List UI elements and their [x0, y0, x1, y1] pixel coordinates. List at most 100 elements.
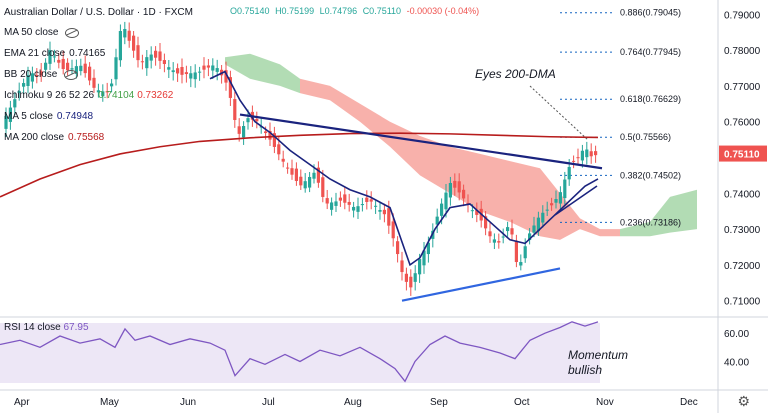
candle-body	[114, 57, 118, 80]
candle-body	[268, 130, 272, 140]
candle-body	[140, 61, 144, 63]
hidden-eye-icon[interactable]	[64, 69, 79, 80]
candle-body	[52, 56, 56, 58]
candle-body	[462, 189, 466, 199]
candle-body	[83, 63, 87, 74]
hidden-eye-icon[interactable]	[65, 27, 80, 38]
candle-body	[545, 209, 549, 211]
time-tick-label: Jun	[180, 397, 196, 408]
candle-body	[180, 67, 184, 75]
candle-body	[589, 151, 593, 157]
legend-row-bb20[interactable]: BB 20 close	[4, 64, 197, 85]
legend-value: 0.74104	[98, 89, 135, 101]
candle-body	[149, 54, 153, 61]
candle-body	[563, 179, 567, 199]
candle-body	[316, 167, 320, 183]
candle-body	[198, 71, 202, 73]
candle-body	[88, 66, 92, 81]
rsi-line	[0, 321, 599, 383]
time-tick-label: Aug	[344, 397, 362, 408]
candle-body	[206, 65, 210, 68]
resistance-trendline	[239, 113, 603, 170]
candle-body	[554, 199, 558, 203]
candle-body	[519, 262, 523, 266]
candle-body	[325, 198, 329, 204]
candle-body	[66, 62, 70, 71]
candle-body	[378, 210, 382, 212]
candle-body	[211, 65, 215, 71]
candle-body	[387, 208, 391, 226]
legend-label: MA 200 close	[4, 131, 65, 143]
fib-level-label: 0.382(0.74502)	[620, 170, 681, 180]
ohlc-readout: O0.75140 H0.75199 L0.74796 C0.75110 -0.0…	[230, 6, 482, 16]
candle-body	[242, 126, 246, 138]
candle-body	[356, 206, 360, 212]
candle-body	[105, 91, 109, 93]
candle-body	[510, 228, 514, 235]
candle-body	[585, 149, 589, 158]
fib-level-label: 0.764(0.77945)	[620, 47, 681, 57]
ichimoku-cloud-green	[225, 53, 300, 94]
rsi-tick-label: 60.00	[724, 329, 749, 340]
candle-body	[321, 177, 325, 197]
candle-body	[369, 199, 373, 202]
price-tick-label: 0.73000	[724, 225, 761, 236]
candle-body	[286, 167, 290, 169]
candle-body	[184, 72, 188, 75]
candle-body	[145, 57, 149, 69]
last-price-label: 0.75110	[724, 150, 760, 161]
legend-row-ichimoku[interactable]: Ichimoku 9 26 52 26 0.74104 0.73262	[4, 85, 197, 106]
fib-level-label: 0.5(0.75566)	[620, 132, 671, 142]
candle-body	[541, 212, 545, 223]
price-tick-label: 0.71000	[724, 297, 761, 308]
legend-row-ma50[interactable]: MA 50 close	[4, 22, 197, 43]
short-uptrend-line	[554, 185, 598, 216]
candle-body	[162, 60, 166, 65]
candle-body	[132, 35, 136, 51]
rsi-tick-label: 40.00	[724, 358, 749, 369]
time-tick-label: Nov	[596, 397, 614, 408]
candle-body	[440, 203, 444, 216]
candle-body	[435, 216, 439, 225]
candle-body	[70, 68, 74, 70]
candle-body	[580, 150, 584, 161]
legend-row-ma5[interactable]: MA 5 close 0.74948	[4, 106, 197, 127]
time-tick-label: Jul	[262, 397, 275, 408]
price-tick-label: 0.74000	[724, 189, 761, 200]
candle-body	[118, 31, 122, 61]
ma5-line	[209, 70, 599, 267]
close-value: C0.75110	[362, 6, 402, 16]
high-value: H0.75199	[275, 6, 315, 16]
fib-level-label: 0.236(0.73186)	[620, 217, 681, 227]
candle-body	[453, 180, 457, 188]
candle-body	[246, 118, 250, 123]
rsi-value: 67.95	[63, 322, 89, 333]
candle-body	[338, 197, 342, 201]
legend-row-ema21[interactable]: EMA 21 close 0.74165	[4, 43, 197, 64]
candle-body	[35, 75, 39, 77]
legend-label: BB 20 close	[4, 68, 58, 80]
legend-label: MA 5 close	[4, 110, 53, 122]
indicator-legend: Australian Dollar / U.S. Dollar · 1D · F…	[4, 4, 197, 148]
time-tick-label: Dec	[680, 397, 698, 408]
candle-body	[448, 182, 452, 198]
ichimoku-cloud-red	[300, 78, 620, 240]
candle-body	[17, 90, 21, 94]
candle-body	[39, 71, 43, 76]
candle-body	[74, 66, 78, 74]
settings-gear-icon[interactable]: ⚙	[737, 393, 750, 409]
rsi-legend[interactable]: RSI 14 close 67.95	[4, 322, 89, 333]
price-tick-label: 0.79000	[724, 10, 761, 21]
candle-body	[290, 168, 294, 175]
legend-row-ma200[interactable]: MA 200 close 0.75568	[4, 127, 197, 148]
candle-body	[374, 205, 378, 207]
ichimoku-cloud-green-future	[620, 189, 697, 237]
candle-body	[444, 192, 448, 210]
time-tick-label: Sep	[430, 397, 448, 408]
candle-body	[202, 65, 206, 70]
candle-body	[101, 91, 105, 97]
candle-body	[299, 176, 303, 186]
candle-body	[558, 192, 562, 204]
candle-body	[228, 77, 232, 98]
